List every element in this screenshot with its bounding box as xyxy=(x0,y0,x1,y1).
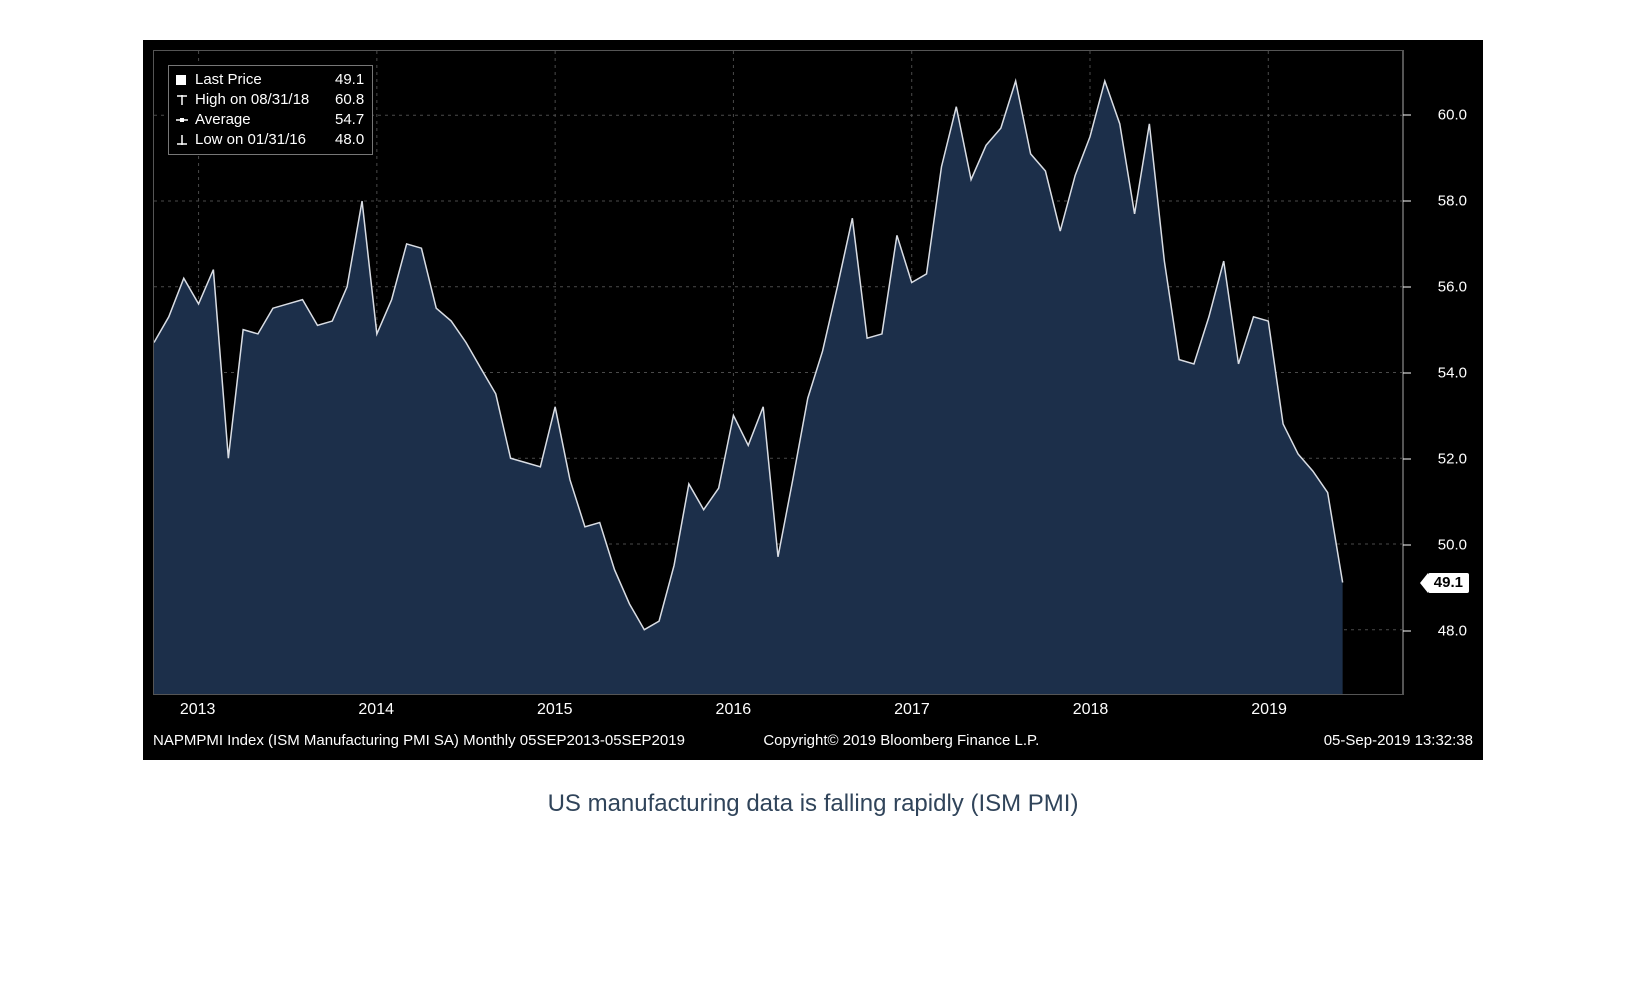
legend-icon-high xyxy=(175,93,189,107)
x-tick-label: 2017 xyxy=(894,701,930,719)
chart-footer: NAPMPMI Index (ISM Manufacturing PMI SA)… xyxy=(153,728,1473,752)
footer-copyright: Copyright© 2019 Bloomberg Finance L.P. xyxy=(763,732,1039,749)
legend-row-avg: Average 54.7 xyxy=(175,110,364,130)
legend-value: 48.0 xyxy=(335,130,364,150)
y-tick-label: 54.0 xyxy=(1438,364,1467,381)
bloomberg-terminal-chart: Last Price 49.1 High on 08/31/18 60.8 xyxy=(143,40,1483,760)
y-axis: 48.0 50.0 52.0 54.0 56.0 58.0 60.0 49.1 xyxy=(1403,50,1473,695)
legend-label: Average xyxy=(195,110,325,130)
x-tick-label: 2018 xyxy=(1073,701,1109,719)
y-tick-label: 56.0 xyxy=(1438,278,1467,295)
legend-label: Last Price xyxy=(195,70,325,90)
y-tick-label: 60.0 xyxy=(1438,106,1467,123)
legend-row-last: Last Price 49.1 xyxy=(175,70,364,90)
y-tick-label: 58.0 xyxy=(1438,192,1467,209)
x-tick-label: 2014 xyxy=(358,701,394,719)
last-price-flag-value: 49.1 xyxy=(1434,574,1463,591)
y-tick-label: 52.0 xyxy=(1438,450,1467,467)
legend-value: 54.7 xyxy=(335,110,364,130)
legend-label: High on 08/31/18 xyxy=(195,90,325,110)
legend-row-low: Low on 01/31/16 48.0 xyxy=(175,130,364,150)
y-tick-label: 50.0 xyxy=(1438,536,1467,553)
footer-series-desc: NAPMPMI Index (ISM Manufacturing PMI SA)… xyxy=(153,732,685,749)
chart-legend: Last Price 49.1 High on 08/31/18 60.8 xyxy=(168,65,373,155)
x-tick-label: 2016 xyxy=(716,701,752,719)
legend-icon-low xyxy=(175,133,189,147)
figure-caption: US manufacturing data is falling rapidly… xyxy=(143,790,1483,818)
x-tick-label: 2019 xyxy=(1251,701,1287,719)
legend-row-high: High on 08/31/18 60.8 xyxy=(175,90,364,110)
legend-icon-avg xyxy=(175,113,189,127)
y-tick-label: 48.0 xyxy=(1438,622,1467,639)
x-tick-label: 2015 xyxy=(537,701,573,719)
footer-timestamp: 05-Sep-2019 13:32:38 xyxy=(1324,732,1473,749)
x-tick-label: 2013 xyxy=(180,701,216,719)
legend-icon-square xyxy=(175,73,189,87)
x-axis: 2013 2014 2015 2016 2017 2018 2019 xyxy=(153,695,1403,725)
legend-label: Low on 01/31/16 xyxy=(195,130,325,150)
last-price-flag: 49.1 xyxy=(1428,573,1469,593)
legend-value: 49.1 xyxy=(335,70,364,90)
legend-value: 60.8 xyxy=(335,90,364,110)
page-root: Last Price 49.1 High on 08/31/18 60.8 xyxy=(0,0,1626,984)
chart-plot-area: Last Price 49.1 High on 08/31/18 60.8 xyxy=(153,50,1403,695)
